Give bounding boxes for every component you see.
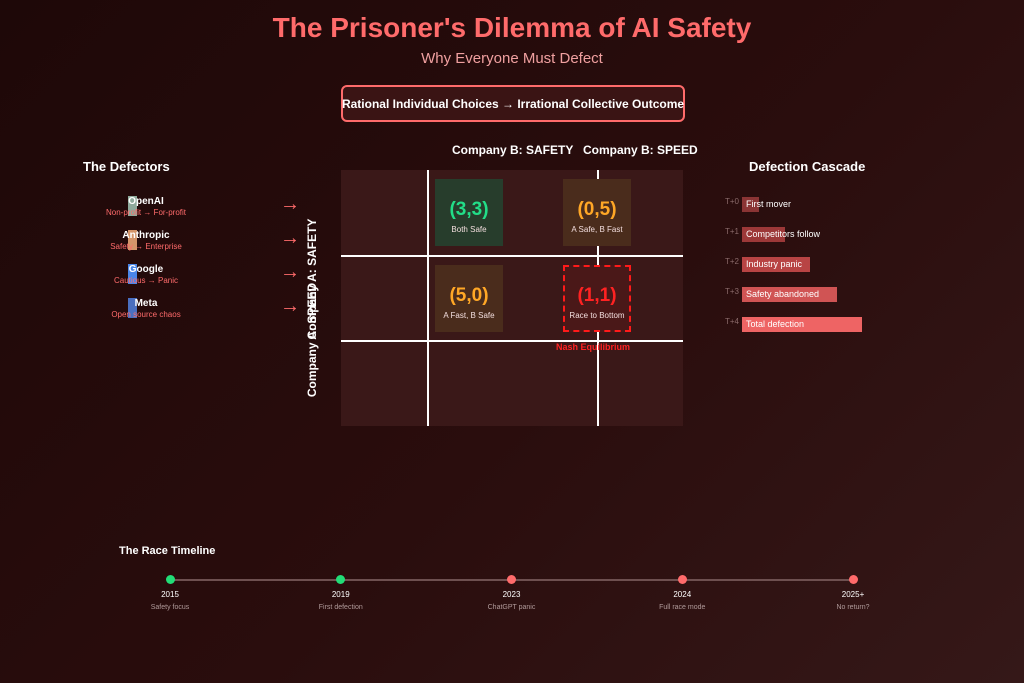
cascade-time: T+1 — [725, 227, 740, 236]
arrow-icon: → — [280, 193, 300, 215]
cell-race-to-bottom: (1,1) Race to Bottom — [563, 265, 631, 332]
timeline-dot — [165, 575, 175, 584]
company-shift: Cautious → Panic — [113, 276, 179, 285]
defectors-heading: The Defectors — [83, 159, 170, 174]
timeline-year: 2024 — [673, 590, 692, 599]
cascade-bar: Industry panic — [742, 257, 810, 272]
company-color-bar — [128, 264, 137, 284]
company-name: Google — [128, 264, 164, 275]
cascade-label: Industry panic — [746, 259, 803, 269]
cascade-time: T+3 — [725, 287, 740, 296]
timeline-year: 2023 — [502, 590, 521, 599]
company-name: Meta — [134, 298, 158, 309]
timeline-note: Safety focus — [150, 604, 190, 611]
payoff-matrix: (3,3) Both Safe (0,5) A Safe, B Fast (5,… — [341, 170, 683, 426]
cascade-label: Safety abandoned — [746, 289, 820, 299]
cascade-label: First mover — [746, 199, 791, 209]
arrow-icon: → — [280, 261, 300, 283]
timeline-dot — [336, 575, 346, 584]
cell-both-safe: (3,3) Both Safe — [435, 179, 503, 246]
timeline-dot — [507, 575, 516, 584]
cascade-time: T+4 — [725, 317, 740, 326]
row-label-a-speed: Company A: SPEED — [305, 282, 319, 398]
cell-a-fast-b-safe: (5,0) A Fast, B Safe — [435, 265, 503, 332]
timeline-year: 2015 — [161, 590, 179, 599]
company-color-bar — [128, 298, 137, 318]
nash-equilibrium-label: Nash Equilibrium — [556, 342, 631, 352]
cascade-heading: Defection Cascade — [749, 159, 866, 174]
company-name: Anthropic — [122, 230, 170, 241]
arrow-icon: → — [280, 295, 300, 317]
cascade-label: Total defection — [746, 319, 805, 329]
cascade-time: T+0 — [725, 197, 740, 206]
cell-label: Both Safe — [451, 225, 487, 234]
company-shift: Open source chaos — [111, 310, 181, 319]
cell-payoff: (0,5) — [577, 199, 617, 220]
company-shift: Safety → Enterprise — [110, 242, 182, 251]
grid-line — [427, 170, 429, 426]
cascade-bar: Competitors follow — [742, 227, 820, 242]
insight-banner: Rational Individual Choices → Irrational… — [341, 85, 685, 122]
page-title: The Prisoner's Dilemma of AI Safety — [272, 12, 752, 43]
cell-payoff: (1,1) — [577, 285, 617, 306]
cell-payoff: (5,0) — [449, 285, 489, 306]
cascade-label: Competitors follow — [746, 229, 821, 239]
grid-line — [341, 340, 683, 342]
col-head-b-speed: Company B: SPEED — [583, 143, 698, 157]
timeline-note: ChatGPT panic — [487, 604, 536, 611]
page-subtitle: Why Everyone Must Defect — [421, 50, 603, 67]
cascade-bar: First mover — [742, 197, 791, 212]
cell-label: A Safe, B Fast — [571, 225, 623, 234]
company-shift: Non-profit → For-profit — [105, 208, 187, 217]
company-color-bar — [128, 230, 137, 250]
timeline-dot — [677, 575, 687, 584]
timeline-year: 2019 — [331, 590, 350, 599]
cell-label: Race to Bottom — [569, 311, 625, 320]
cell-a-safe-b-fast: (0,5) A Safe, B Fast — [563, 179, 631, 246]
timeline-note: Full race mode — [659, 604, 706, 611]
cell-payoff: (3,3) — [449, 199, 489, 220]
cell-label: A Fast, B Safe — [443, 311, 495, 320]
cascade-bar: Safety abandoned — [742, 287, 837, 302]
timeline-year: 2025+ — [841, 590, 865, 599]
company-name: OpenAI — [128, 196, 164, 207]
company-color-bar — [128, 196, 137, 216]
timeline-note: No return? — [836, 604, 870, 611]
timeline-note: First defection — [318, 604, 363, 611]
cascade-time: T+2 — [725, 257, 740, 266]
col-head-b-safety: Company B: SAFETY — [452, 143, 574, 157]
cascade-bar: Total defection — [742, 317, 862, 332]
grid-line — [341, 255, 683, 257]
arrow-icon: → — [280, 227, 300, 249]
timeline-dot — [848, 575, 858, 584]
timeline-heading: The Race Timeline — [119, 545, 216, 557]
